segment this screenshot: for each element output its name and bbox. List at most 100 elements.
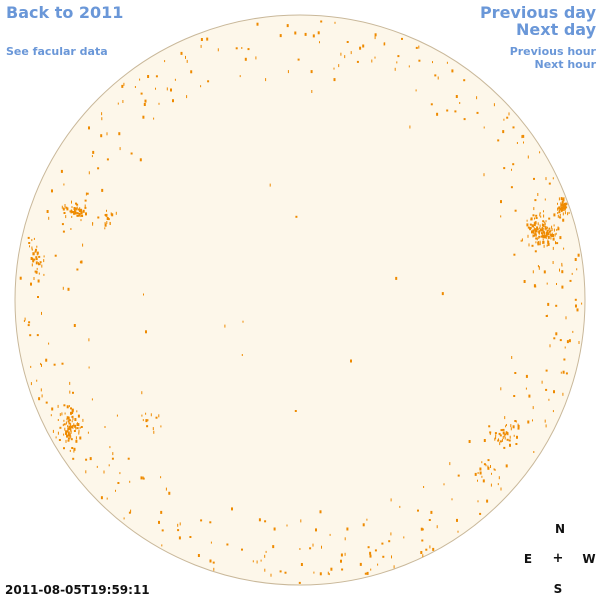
facula-point [76, 207, 78, 211]
facula-point [72, 418, 74, 421]
facula-point [557, 227, 560, 231]
facula-point [34, 270, 37, 273]
facula-point [61, 412, 63, 416]
facula-point [338, 64, 340, 68]
facula-point [106, 209, 107, 212]
facula-point [513, 434, 515, 437]
facula-point [562, 392, 564, 396]
facula-point [300, 563, 303, 566]
facula-point [104, 223, 107, 227]
facula-point [561, 209, 564, 212]
next-day-link[interactable]: Next day [516, 20, 596, 39]
next-hour-link[interactable]: Next hour [534, 58, 597, 71]
facula-point [57, 404, 59, 408]
facula-point [30, 365, 32, 368]
facula-point [29, 245, 30, 248]
facula-point [531, 224, 534, 228]
facula-point [489, 431, 492, 434]
facula-point [528, 243, 530, 247]
facula-point [81, 214, 83, 217]
facula-point [555, 304, 558, 307]
back-to-year-link[interactable]: Back to 2011 [6, 3, 124, 22]
facula-point [533, 207, 535, 211]
facula-point [78, 209, 81, 213]
facula-point [505, 425, 507, 428]
facula-point [65, 215, 67, 219]
facula-point [265, 550, 267, 553]
facula-point [73, 212, 76, 215]
facula-point [549, 344, 551, 348]
facula-point [561, 262, 563, 266]
facula-point [31, 263, 33, 267]
facula-point [38, 263, 41, 266]
facula-point [38, 397, 41, 401]
facula-point [76, 214, 79, 217]
facula-point [74, 211, 77, 215]
facula-point [443, 483, 445, 486]
facula-point [72, 426, 74, 429]
facula-point [106, 132, 108, 136]
facula-point [560, 371, 562, 374]
facula-point [61, 223, 64, 226]
facula-point [531, 230, 533, 234]
facula-point [513, 253, 516, 256]
facula-point [312, 34, 315, 38]
facula-point [242, 320, 244, 323]
facula-point [528, 394, 531, 398]
facula-point [165, 487, 167, 491]
facula-point [537, 222, 539, 226]
compass-south-label: S [553, 582, 563, 596]
facula-point [43, 273, 45, 276]
facula-point [147, 419, 149, 422]
facular-data-link[interactable]: See facular data [6, 45, 108, 58]
facula-point [320, 20, 323, 23]
facula-point [224, 324, 226, 328]
facula-point [155, 75, 158, 78]
facula-point [493, 468, 495, 471]
facula-point [161, 529, 164, 532]
facula-point [563, 208, 565, 211]
facula-point [72, 211, 75, 213]
facula-point [544, 232, 546, 235]
facula-point [38, 262, 39, 266]
facula-point [399, 505, 401, 508]
facula-point [210, 541, 212, 544]
previous-day-link[interactable]: Previous day [479, 3, 596, 22]
facula-point [511, 356, 513, 359]
facula-point [542, 230, 544, 233]
facula-point [80, 426, 83, 428]
facula-point [369, 551, 372, 555]
facula-point [116, 414, 118, 417]
facula-point [457, 474, 460, 477]
facula-point [420, 527, 423, 531]
facula-point [421, 539, 424, 542]
facula-point [180, 51, 183, 55]
facula-point [562, 218, 565, 222]
facula-point [84, 204, 86, 208]
facula-point [239, 75, 241, 78]
facula-point [362, 44, 365, 48]
facula-point [164, 60, 166, 63]
facula-point [565, 316, 567, 320]
facula-point [255, 56, 257, 60]
facula-point [463, 118, 466, 121]
facula-point [328, 573, 330, 576]
facula-point [68, 422, 71, 425]
facula-point [494, 437, 496, 441]
facula-point [543, 244, 545, 248]
facula-point [172, 99, 174, 103]
facula-point [561, 207, 563, 210]
facula-point [502, 436, 504, 440]
previous-hour-link[interactable]: Previous hour [509, 45, 596, 58]
facula-point [497, 139, 500, 142]
facula-point [571, 272, 573, 275]
facula-point [545, 424, 547, 428]
facula-point [119, 147, 121, 151]
facula-point [206, 37, 209, 41]
facula-point [130, 152, 133, 155]
facula-point [543, 270, 546, 274]
facula-point [209, 521, 212, 524]
facula-point [64, 204, 66, 207]
facula-point [78, 429, 80, 433]
facula-point [295, 215, 298, 218]
